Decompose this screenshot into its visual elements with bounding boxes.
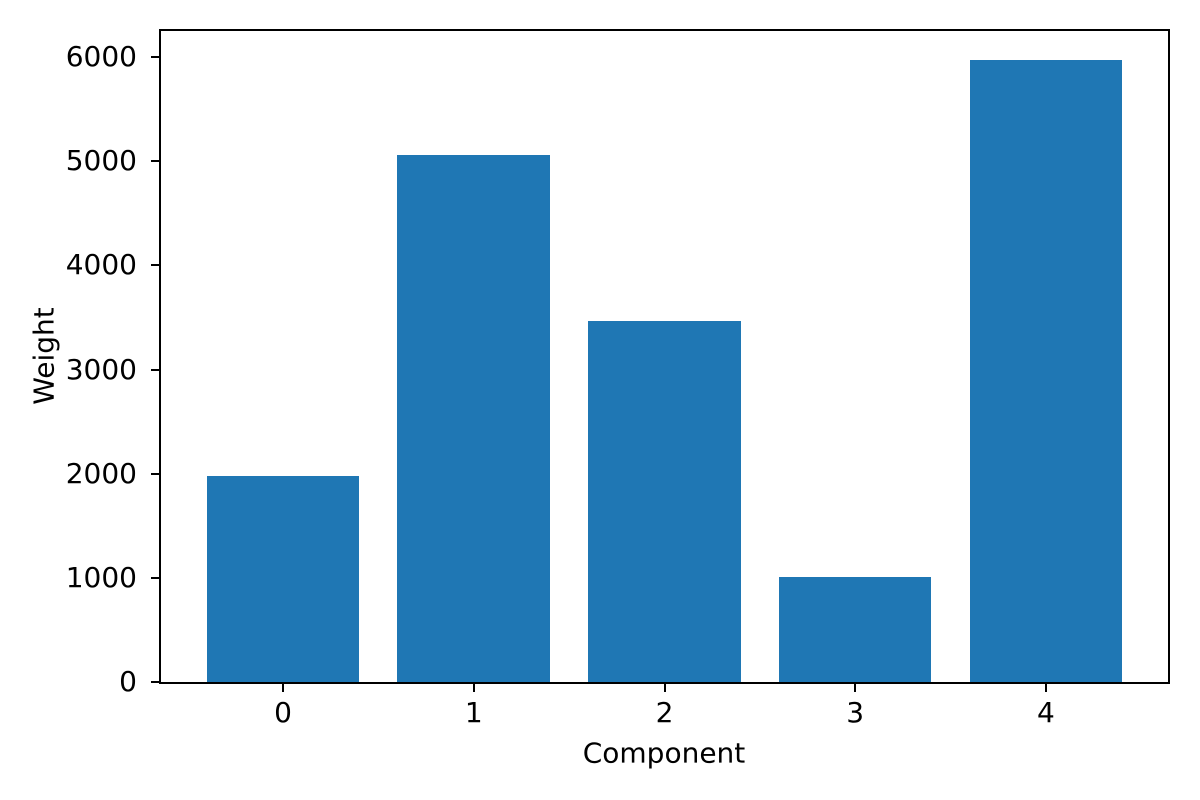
x-tick-label-1: 1 xyxy=(464,696,483,729)
y-tick-2000 xyxy=(151,472,159,475)
plot-area: 0 1000 2000 3000 4000 5000 6000 0 1 2 3 4 xyxy=(66,29,1170,729)
y-tick-6000 xyxy=(151,56,159,59)
y-tick-label-0: 0 xyxy=(119,665,137,698)
x-tick-label-3: 3 xyxy=(846,696,865,729)
y-tick-5000 xyxy=(151,160,159,163)
y-tick-label-5000: 5000 xyxy=(65,144,137,178)
y-tick-0 xyxy=(151,681,159,683)
y-tick-1000 xyxy=(151,576,159,579)
y-tick-4000 xyxy=(151,264,159,267)
y-tick-label-1000: 1000 xyxy=(65,560,137,594)
x-tick-0 xyxy=(282,684,285,692)
y-tick-label-3000: 3000 xyxy=(65,352,137,386)
x-tick-label-4: 4 xyxy=(1037,696,1055,729)
bar-0 xyxy=(206,476,360,682)
bar-2 xyxy=(588,320,741,682)
y-tick-label-6000: 6000 xyxy=(65,40,137,74)
x-tick-3 xyxy=(854,684,857,692)
x-tick-label-2: 2 xyxy=(655,696,674,729)
bar-3 xyxy=(778,576,932,682)
y-tick-3000 xyxy=(151,368,159,371)
x-tick-4 xyxy=(1044,684,1047,692)
x-tick-1 xyxy=(472,684,475,692)
y-tick-label-4000: 4000 xyxy=(65,248,137,282)
bar-4 xyxy=(969,60,1123,682)
y-tick-label-2000: 2000 xyxy=(65,456,137,490)
x-axis-label: Component xyxy=(582,736,746,770)
x-tick-2 xyxy=(663,684,666,692)
bar-1 xyxy=(397,155,551,682)
x-tick-label-0: 0 xyxy=(274,696,292,729)
